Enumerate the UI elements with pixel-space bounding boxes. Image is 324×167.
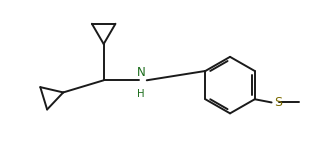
Text: H: H — [137, 89, 145, 99]
Text: S: S — [274, 96, 282, 109]
Text: N: N — [136, 66, 145, 79]
